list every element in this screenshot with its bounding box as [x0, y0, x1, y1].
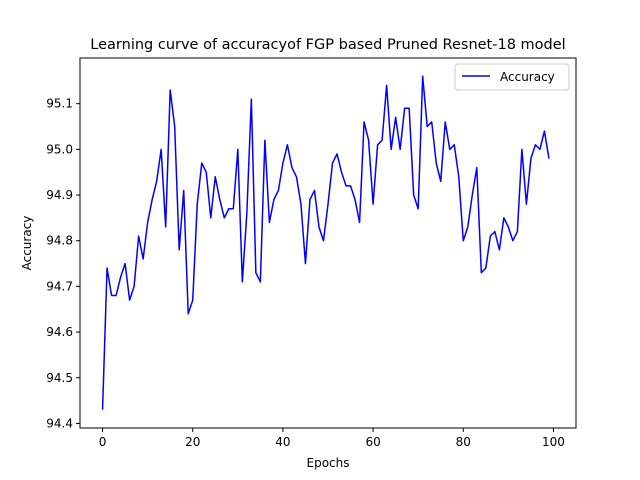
y-tick-label: 94.8	[46, 234, 73, 248]
legend: Accuracy	[454, 63, 570, 91]
y-tick-label: 94.6	[46, 325, 73, 339]
x-tick-label: 40	[275, 435, 290, 449]
x-tick-label: 60	[365, 435, 380, 449]
y-tick-label: 95.1	[46, 97, 73, 111]
y-tick-label: 94.5	[46, 371, 73, 385]
plot-area	[101, 75, 550, 410]
chart-title: Learning curve of accuracyof FGP based P…	[90, 37, 565, 53]
y-axis: 94.4 94.5 94.6 94.7 94.8 94.9 95.0 95.1	[46, 97, 80, 430]
x-tick-label: 100	[542, 435, 565, 449]
x-axis-title: Epochs	[307, 456, 350, 470]
legend-box	[454, 63, 570, 91]
y-tick-label: 94.4	[46, 416, 73, 430]
y-tick-label: 94.7	[46, 279, 73, 293]
y-axis-title: Accuracy	[20, 216, 34, 271]
x-axis: 0 20 40 60 80 100	[99, 428, 565, 449]
legend-label: Accuracy	[500, 70, 555, 84]
x-tick-label: 20	[185, 435, 200, 449]
x-tick-label: 80	[456, 435, 471, 449]
series-line-accuracy	[101, 75, 550, 410]
plot-frame	[79, 57, 577, 429]
y-tick-label: 94.9	[46, 188, 73, 202]
y-tick-label: 95.0	[46, 142, 73, 156]
x-tick-label: 0	[99, 435, 107, 449]
